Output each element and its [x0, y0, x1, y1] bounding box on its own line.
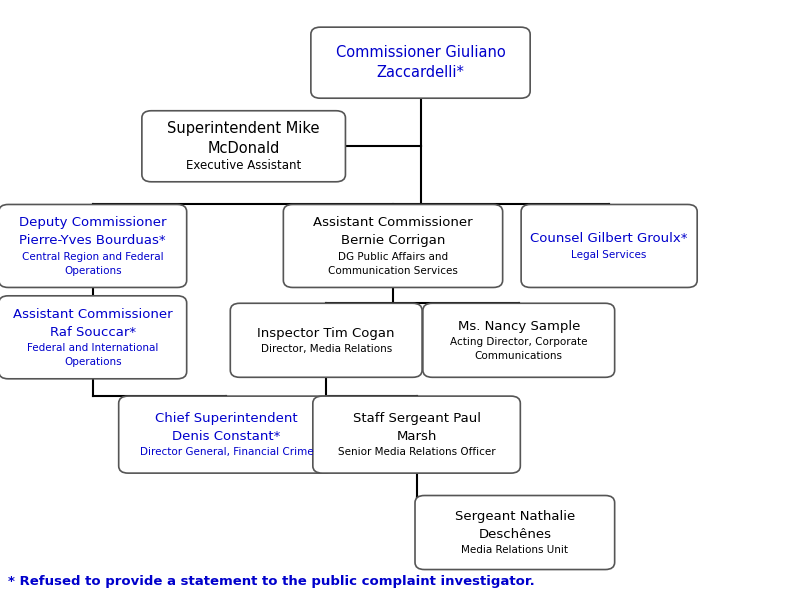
Text: Communications: Communications	[475, 351, 563, 361]
Text: Director General, Financial Crime: Director General, Financial Crime	[140, 447, 313, 457]
Text: Deschênes: Deschênes	[479, 528, 551, 541]
FancyBboxPatch shape	[0, 296, 187, 379]
Text: Operations: Operations	[64, 357, 122, 367]
Text: Media Relations Unit: Media Relations Unit	[461, 545, 568, 555]
Text: Senior Media Relations Officer: Senior Media Relations Officer	[338, 447, 495, 457]
FancyBboxPatch shape	[521, 204, 697, 288]
Text: McDonald: McDonald	[208, 141, 280, 156]
Text: Sergeant Nathalie: Sergeant Nathalie	[455, 510, 575, 523]
Text: Raf Souccar*: Raf Souccar*	[50, 325, 136, 338]
FancyBboxPatch shape	[141, 111, 346, 181]
Text: Commissioner Giuliano: Commissioner Giuliano	[336, 45, 505, 60]
Text: Assistant Commissioner: Assistant Commissioner	[13, 308, 173, 321]
FancyBboxPatch shape	[415, 496, 615, 570]
FancyBboxPatch shape	[119, 396, 334, 473]
FancyBboxPatch shape	[311, 27, 531, 98]
FancyBboxPatch shape	[230, 303, 422, 377]
Text: Denis Constant*: Denis Constant*	[172, 430, 281, 443]
Text: Superintendent Mike: Superintendent Mike	[167, 121, 320, 136]
Text: Inspector Tim Cogan: Inspector Tim Cogan	[258, 327, 395, 340]
Text: Executive Assistant: Executive Assistant	[186, 159, 301, 173]
Text: Chief Superintendent: Chief Superintendent	[155, 412, 298, 425]
Text: Central Region and Federal: Central Region and Federal	[22, 252, 163, 261]
Text: Assistant Commissioner: Assistant Commissioner	[313, 217, 473, 229]
FancyBboxPatch shape	[423, 303, 615, 377]
Text: Legal Services: Legal Services	[571, 250, 647, 260]
Text: Communication Services: Communication Services	[328, 266, 458, 276]
Text: Zaccardelli*: Zaccardelli*	[376, 65, 465, 80]
Text: DG Public Affairs and: DG Public Affairs and	[338, 252, 448, 261]
Text: Counsel Gilbert Groulx*: Counsel Gilbert Groulx*	[531, 232, 688, 245]
Text: * Refused to provide a statement to the public complaint investigator.: * Refused to provide a statement to the …	[8, 575, 534, 588]
Text: Deputy Commissioner: Deputy Commissioner	[19, 217, 167, 229]
FancyBboxPatch shape	[284, 204, 503, 288]
FancyBboxPatch shape	[313, 396, 520, 473]
FancyBboxPatch shape	[0, 204, 187, 288]
Text: Marsh: Marsh	[396, 430, 437, 443]
Text: Federal and International: Federal and International	[27, 343, 159, 353]
Text: Bernie Corrigan: Bernie Corrigan	[341, 234, 445, 247]
Text: Ms. Nancy Sample: Ms. Nancy Sample	[457, 320, 580, 333]
Text: Acting Director, Corporate: Acting Director, Corporate	[450, 337, 587, 347]
Text: Staff Sergeant Paul: Staff Sergeant Paul	[353, 412, 480, 425]
Text: Operations: Operations	[64, 266, 122, 276]
Text: Director, Media Relations: Director, Media Relations	[261, 344, 391, 354]
Text: Pierre-Yves Bourduas*: Pierre-Yves Bourduas*	[20, 234, 166, 247]
